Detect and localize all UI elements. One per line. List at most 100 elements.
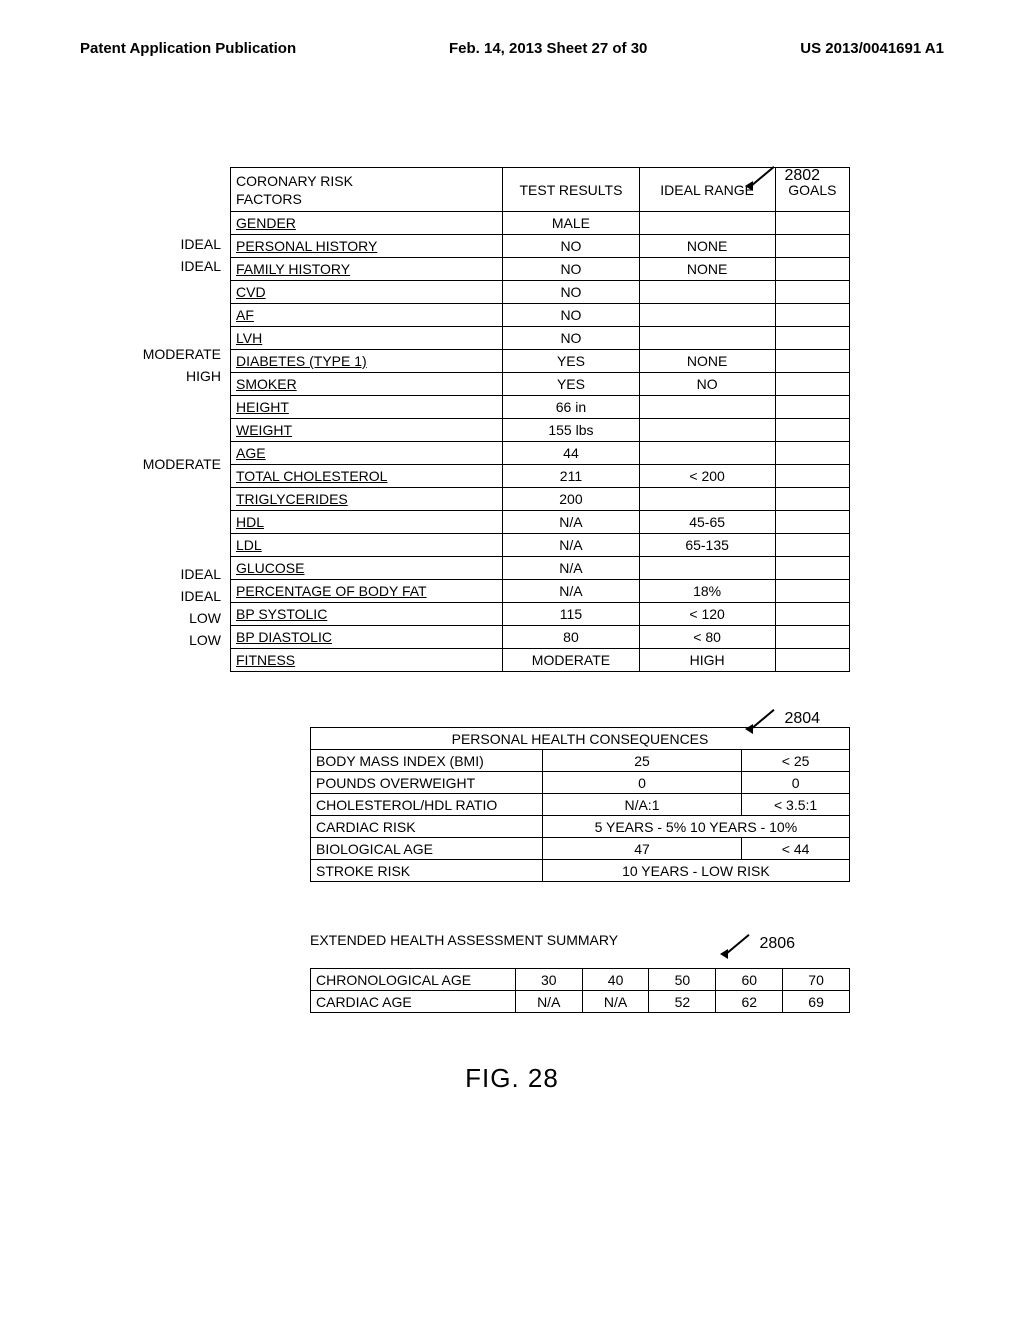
result-cell: NO xyxy=(503,235,639,258)
result-cell: 211 xyxy=(503,465,639,488)
table-row: HDLN/A45-65 xyxy=(231,511,850,534)
extended-summary-wrap: EXTENDED HEALTH ASSESSMENT SUMMARY CHRON… xyxy=(310,932,850,1013)
table-row: PERCENTAGE OF BODY FATN/A18% xyxy=(231,580,850,603)
ideal-cell: NONE xyxy=(639,258,775,281)
figure-label: FIG. 28 xyxy=(80,1063,944,1094)
factor-cell: WEIGHT xyxy=(231,419,503,442)
t3-value: N/A xyxy=(582,991,649,1013)
ideal-cell xyxy=(639,212,775,235)
t2-value1: 0 xyxy=(542,772,741,794)
goals-cell xyxy=(775,258,849,281)
row-risk-label: IDEAL xyxy=(115,563,225,585)
table-row: CARDIAC RISK5 YEARS - 5% 10 YEARS - 10% xyxy=(311,816,850,838)
ideal-cell xyxy=(639,396,775,419)
table-row: AGE44 xyxy=(231,442,850,465)
t1-header-ideal: IDEAL RANGE xyxy=(639,168,775,212)
result-cell: YES xyxy=(503,350,639,373)
ideal-cell xyxy=(639,442,775,465)
factor-cell: AGE xyxy=(231,442,503,465)
factor-cell: BP DIASTOLIC xyxy=(231,626,503,649)
row-risk-label xyxy=(115,409,225,431)
table-row: LDLN/A65-135 xyxy=(231,534,850,557)
t2-value2: < 25 xyxy=(742,750,850,772)
t1-header-factors: CORONARY RISKFACTORS xyxy=(231,168,503,212)
row-risk-label xyxy=(115,211,225,233)
table-row: BIOLOGICAL AGE47< 44 xyxy=(311,838,850,860)
table-row: SMOKERYESNO xyxy=(231,373,850,396)
page-header: Patent Application Publication Feb. 14, … xyxy=(80,40,944,57)
result-cell: N/A xyxy=(503,534,639,557)
factor-cell: GENDER xyxy=(231,212,503,235)
factor-cell: PERSONAL HISTORY xyxy=(231,235,503,258)
factor-cell: GLUCOSE xyxy=(231,557,503,580)
t3-title: EXTENDED HEALTH ASSESSMENT SUMMARY xyxy=(310,932,850,948)
goals-cell xyxy=(775,465,849,488)
t3-value: 50 xyxy=(649,969,716,991)
t3-value: 70 xyxy=(783,969,850,991)
header-right: US 2013/0041691 A1 xyxy=(800,40,944,57)
result-cell: 200 xyxy=(503,488,639,511)
health-consequences-wrap: PERSONAL HEALTH CONSEQUENCES BODY MASS I… xyxy=(310,727,850,882)
t2-span-value: 10 YEARS - LOW RISK xyxy=(542,860,849,882)
health-consequences-table: PERSONAL HEALTH CONSEQUENCES BODY MASS I… xyxy=(310,727,850,882)
factor-cell: LDL xyxy=(231,534,503,557)
callout-2804-label: 2804 xyxy=(784,710,820,727)
table-row: FAMILY HISTORYNONONE xyxy=(231,258,850,281)
t2-label: BODY MASS INDEX (BMI) xyxy=(311,750,543,772)
ideal-cell: < 200 xyxy=(639,465,775,488)
goals-cell xyxy=(775,304,849,327)
factor-cell: TOTAL CHOLESTEROL xyxy=(231,465,503,488)
result-cell: N/A xyxy=(503,557,639,580)
t2-label: BIOLOGICAL AGE xyxy=(311,838,543,860)
t3-value: 40 xyxy=(582,969,649,991)
result-cell: MALE xyxy=(503,212,639,235)
ideal-cell: HIGH xyxy=(639,649,775,672)
goals-cell xyxy=(775,649,849,672)
t2-value2: < 44 xyxy=(742,838,850,860)
table-row: BP SYSTOLIC115< 120 xyxy=(231,603,850,626)
result-cell: 66 in xyxy=(503,396,639,419)
table-row: TRIGLYCERIDES200 xyxy=(231,488,850,511)
row-risk-label: MODERATE xyxy=(115,343,225,365)
result-cell: MODERATE xyxy=(503,649,639,672)
t3-value: 69 xyxy=(783,991,850,1013)
ideal-cell: NONE xyxy=(639,235,775,258)
result-cell: N/A xyxy=(503,580,639,603)
row-risk-label: LOW xyxy=(115,629,225,651)
ideal-cell: 65-135 xyxy=(639,534,775,557)
extended-summary-table: CHRONOLOGICAL AGE3040506070CARDIAC AGEN/… xyxy=(310,968,850,1013)
result-cell: YES xyxy=(503,373,639,396)
result-cell: 115 xyxy=(503,603,639,626)
result-cell: 80 xyxy=(503,626,639,649)
table-row: DIABETES (TYPE 1)YESNONE xyxy=(231,350,850,373)
ideal-cell xyxy=(639,304,775,327)
result-cell: N/A xyxy=(503,511,639,534)
t2-span-value: 5 YEARS - 5% 10 YEARS - 10% xyxy=(542,816,849,838)
table-row: CHRONOLOGICAL AGE3040506070 xyxy=(311,969,850,991)
row-risk-label xyxy=(115,299,225,321)
row-risk-label xyxy=(115,431,225,453)
t2-label: POUNDS OVERWEIGHT xyxy=(311,772,543,794)
row-risk-label: HIGH xyxy=(115,365,225,387)
row-risk-label xyxy=(115,387,225,409)
result-cell: NO xyxy=(503,304,639,327)
t3-value: 52 xyxy=(649,991,716,1013)
table-row: STROKE RISK10 YEARS - LOW RISK xyxy=(311,860,850,882)
ideal-cell xyxy=(639,281,775,304)
table-row: BP DIASTOLIC80< 80 xyxy=(231,626,850,649)
factor-cell: SMOKER xyxy=(231,373,503,396)
coronary-risk-table-wrap: IDEALIDEALMODERATEHIGHMODERATEIDEALIDEAL… xyxy=(230,167,850,672)
t2-label: STROKE RISK xyxy=(311,860,543,882)
table-row: PERSONAL HISTORYNONONE xyxy=(231,235,850,258)
factor-cell: LVH xyxy=(231,327,503,350)
row-risk-label: IDEAL xyxy=(115,585,225,607)
table-row: GENDERMALE xyxy=(231,212,850,235)
goals-cell xyxy=(775,488,849,511)
ideal-cell xyxy=(639,419,775,442)
row-risk-label: LOW xyxy=(115,607,225,629)
ideal-cell xyxy=(639,488,775,511)
t3-value: 60 xyxy=(716,969,783,991)
table-row: GLUCOSEN/A xyxy=(231,557,850,580)
t3-label: CHRONOLOGICAL AGE xyxy=(311,969,516,991)
factor-cell: FITNESS xyxy=(231,649,503,672)
